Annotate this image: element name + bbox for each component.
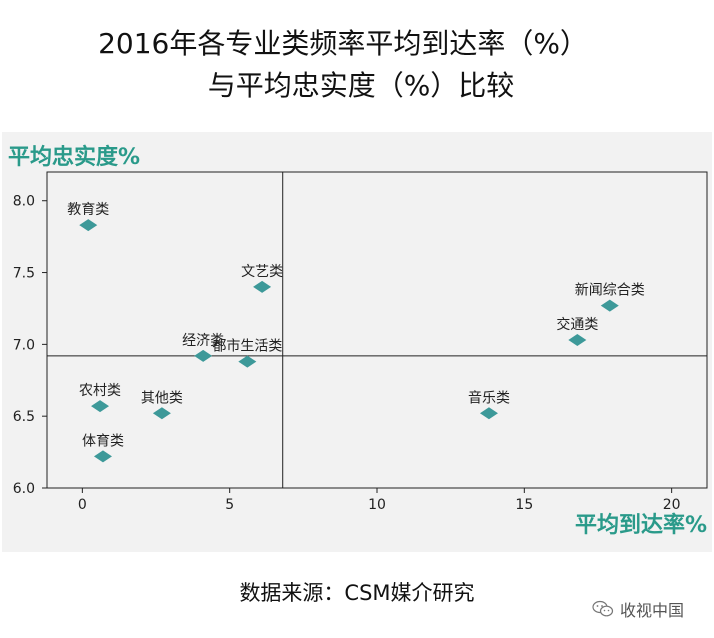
data-source: 数据来源：CSM媒介研究 [239, 581, 475, 605]
chart-title-line-2: 与平均忠实度（%）比较 [207, 69, 515, 102]
x-tick-label: 20 [663, 497, 681, 513]
data-point-marker [152, 407, 171, 420]
data-point-marker [93, 450, 112, 463]
watermark: 收视中国 [592, 597, 684, 621]
x-axis-ticks: 0 5 10 15 20 [78, 488, 681, 513]
data-point-label: 都市生活类 [212, 338, 282, 355]
data-point-label: 音乐类 [468, 389, 510, 406]
data-point-marker [253, 280, 272, 293]
y-tick-label: 7.5 [13, 266, 35, 282]
x-tick-label: 15 [515, 497, 533, 513]
x-axis-label: 平均到达率% [575, 512, 707, 538]
chart-panel: 0 5 10 15 20 6.0 6.5 7.0 7.5 8.0 教育类文艺类新闻综合类交通类经… [2, 132, 712, 552]
x-tick-label: 10 [368, 497, 386, 513]
data-point-label: 农村类 [79, 383, 121, 399]
data-point-label: 其他类 [141, 390, 183, 406]
data-point-label: 文艺类 [241, 264, 283, 280]
data-point-marker [568, 334, 587, 347]
data-point-marker [238, 355, 257, 368]
data-point-marker [600, 299, 619, 312]
plot-area [46, 171, 708, 489]
wechat-icon [592, 600, 614, 617]
chart-title-line-1: 2016年各专业类频率平均到达率（%） [98, 27, 588, 60]
data-point-label: 新闻综合类 [575, 283, 645, 299]
y-axis-ticks: 6.0 6.5 7.0 7.5 8.0 [13, 194, 47, 497]
x-tick-label: 5 [225, 497, 234, 513]
data-point-marker [479, 407, 498, 420]
x-tick-label: 0 [78, 497, 87, 513]
y-axis-label: 平均忠实度% [8, 144, 140, 170]
data-point-label: 教育类 [67, 202, 109, 218]
data-point-label: 交通类 [556, 316, 598, 333]
watermark-text: 收视中国 [620, 601, 685, 620]
y-tick-label: 7.0 [13, 337, 35, 353]
data-point-label: 经济类 [182, 333, 224, 349]
y-tick-label: 6.5 [13, 409, 35, 425]
y-tick-label: 6.0 [13, 481, 35, 497]
data-point-label: 体育类 [82, 433, 124, 449]
y-tick-label: 8.0 [13, 194, 35, 210]
data-point-marker [91, 400, 110, 413]
scatter-chart: 0 5 10 15 20 6.0 6.5 7.0 7.5 8.0 教育类文艺类新闻综合类交通类经… [8, 144, 708, 538]
data-point-marker [194, 349, 213, 362]
data-point-marker [79, 219, 98, 232]
